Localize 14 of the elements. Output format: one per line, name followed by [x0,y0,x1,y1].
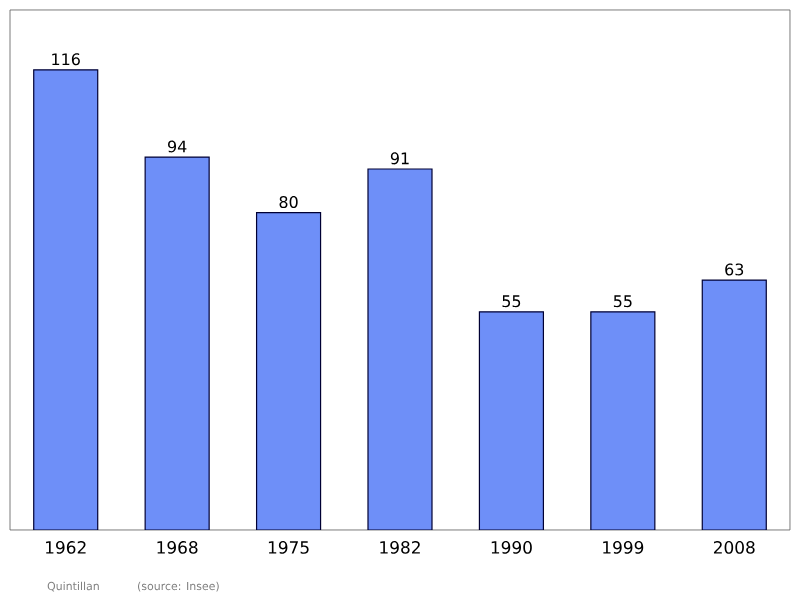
x-tick-label: 1962 [46,540,86,554]
bar [367,168,433,530]
bar [255,211,322,530]
x-tick-label: 1999 [603,540,644,554]
x-tick-label: 1975 [268,540,309,554]
bar [33,69,99,530]
bar [701,279,767,530]
x-tick-label: 1982 [380,540,420,554]
x-tick-label: 1990 [491,540,532,554]
x-tick-label: 1968 [157,540,198,554]
bar [144,156,210,530]
bar [478,311,545,530]
x-tick-label: 2008 [713,540,755,554]
bar [590,311,656,530]
